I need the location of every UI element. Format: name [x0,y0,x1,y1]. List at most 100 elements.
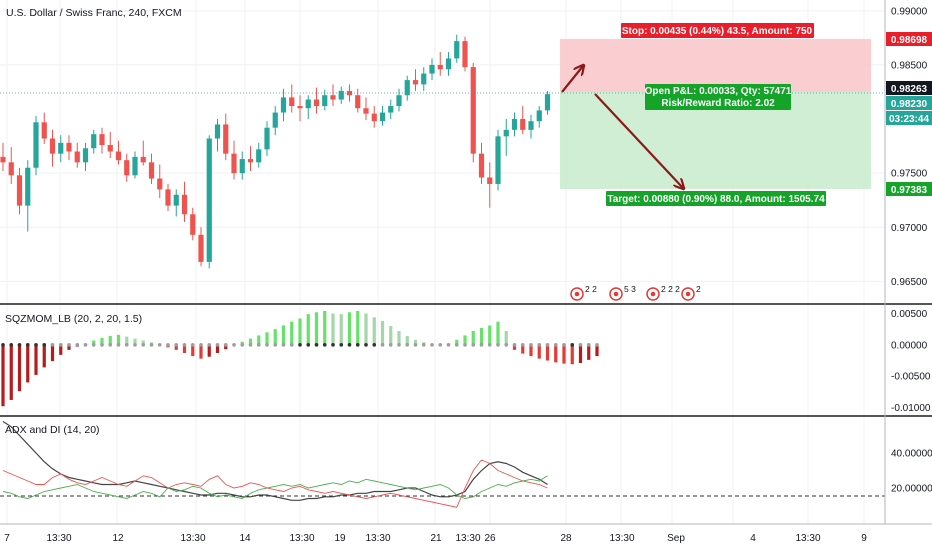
sqzmom-zero-dot [199,343,203,347]
sqzmom-zero-dot [207,343,212,347]
candle-body [503,129,509,137]
di-minus-line [2,459,548,508]
candle [91,129,97,154]
sqzmom-tick-label: -0.00500 [891,372,931,383]
sqzmom-bar [380,321,385,345]
sqzmom-zero-dot [537,343,542,347]
candle-body [470,67,476,154]
candle-body [107,145,113,152]
candle-body [313,99,320,107]
sqzmom-zero-dot [397,343,401,347]
position-tool[interactable] [560,39,871,189]
stop-zone[interactable] [560,39,871,92]
sqzmom-bar [347,312,352,345]
sqzmom-zero-dot [133,343,137,347]
candle-body [99,134,105,146]
sqzmom-bar [479,327,484,345]
sqzmom-zero-dot [166,343,170,347]
pnl-line1: Open P&L: 0.00033, Qty: 57471 [645,86,792,97]
sqzmom-tick-label: -0.01000 [891,403,931,414]
main-grid [0,0,885,524]
sqzmom-bar [42,344,46,368]
candle [520,106,526,135]
sqzmom-bar [265,332,269,345]
time-tick-label: 13:30 [46,533,71,544]
sqzmom-bar [413,339,418,345]
main-pane[interactable]: Stop: 0.00435 (0.44%) 43.5, Amount: 750 … [0,0,885,524]
event-marker[interactable]: 2 2 [570,284,597,301]
event-marker[interactable]: 5 3 [609,284,636,301]
target-label[interactable]: Target: 0.00880 (0.90%) 88.0, Amount: 15… [606,191,826,206]
event-markers[interactable]: 2 2 5 3 2 2 2 2 [570,284,701,301]
candle-body [115,151,122,161]
sqzmom-zero-dot [240,343,245,347]
sqzmom-zero-dot [116,343,121,347]
candle-body [495,136,501,184]
sqzmom-bar [471,331,475,345]
sqzmom-bar [17,344,22,392]
sqzmom-zero-dot [108,343,113,347]
event-marker-label: 5 3 [624,284,636,294]
target-label-text: Target: 0.00880 (0.90%) 88.0, Amount: 15… [607,194,825,205]
candle-body [16,175,23,206]
sqzmom-zero-dot [339,343,344,347]
candle [272,106,278,136]
sqzmom-bar [455,339,459,345]
pnl-label[interactable]: Open P&L: 0.00033, Qty: 57471 Risk/Rewar… [645,84,792,110]
sqzmom-bar [488,325,492,345]
sqzmom-zero-dot [380,343,385,347]
candle [346,84,353,102]
candle-body [198,234,204,262]
candle [223,113,229,161]
candle [82,142,89,171]
entry-price-text: 0.98230 [891,99,928,110]
sqzmom-bar [578,344,583,364]
candle [181,181,188,222]
candle-body [544,94,551,111]
candle-body [338,90,344,100]
sqzmom-zero-dot [479,343,484,347]
time-tick-label: 19 [334,533,346,544]
candle [115,140,122,165]
sqzmom-zero-dot [289,343,294,347]
candle-body [280,97,287,113]
event-marker[interactable]: 2 2 2 [646,284,680,301]
sqzmom-bar [59,344,63,355]
candle [74,142,80,168]
candle [247,146,254,171]
sqzmom-zero-dot [100,343,104,347]
candle-body [247,159,254,163]
price-tick-label: 0.97000 [891,223,928,234]
candle [256,142,262,168]
di-plus-line [2,475,548,499]
sqzmom-zero-dot [248,343,253,347]
sqzmom-zero-dot [562,343,566,347]
time-tick-label: Sep [667,533,685,544]
candle-body [363,108,369,114]
candle [107,132,113,158]
adx-tick-label: 40.00000 [891,449,932,460]
time-tick-label: 4 [750,533,756,544]
sqzmom-zero-dot [372,343,377,347]
candle [140,140,146,166]
price-axis[interactable]: 0.99000 0.98500 0.97500 0.97000 0.96500 0.98… [884,0,932,524]
candle [511,112,518,137]
sqzmom-bar [182,344,187,353]
sqzmom-bar [587,344,591,360]
sqzmom-zero-dot [553,343,558,347]
sqzmom-zero-dot [17,343,22,347]
candle [41,112,47,144]
time-tick-label: 28 [560,533,572,544]
candle-body [214,124,221,139]
sqzmom-bar [595,344,599,357]
candle-body [165,189,171,206]
sqzmom-bar [108,336,112,345]
candle [313,87,320,114]
event-marker[interactable]: 2 [681,284,701,301]
symbol-title: U.S. Dollar / Swiss Franc, 240, FXCM [6,7,182,19]
adx-pane[interactable]: ADX and DI (14, 20) [0,420,885,508]
time-axis[interactable]: 7 13:30 12 13:30 14 13:30 19 13:30 21 13:30 26 28 13… [0,523,932,544]
stop-label[interactable]: Stop: 0.00435 (0.44%) 43.5, Amount: 750 [621,23,814,38]
time-tick-label: 13:30 [609,533,634,544]
sqzmom-pane[interactable]: SQZMOM_LB (20, 2, 20, 1.5) [1,311,599,407]
